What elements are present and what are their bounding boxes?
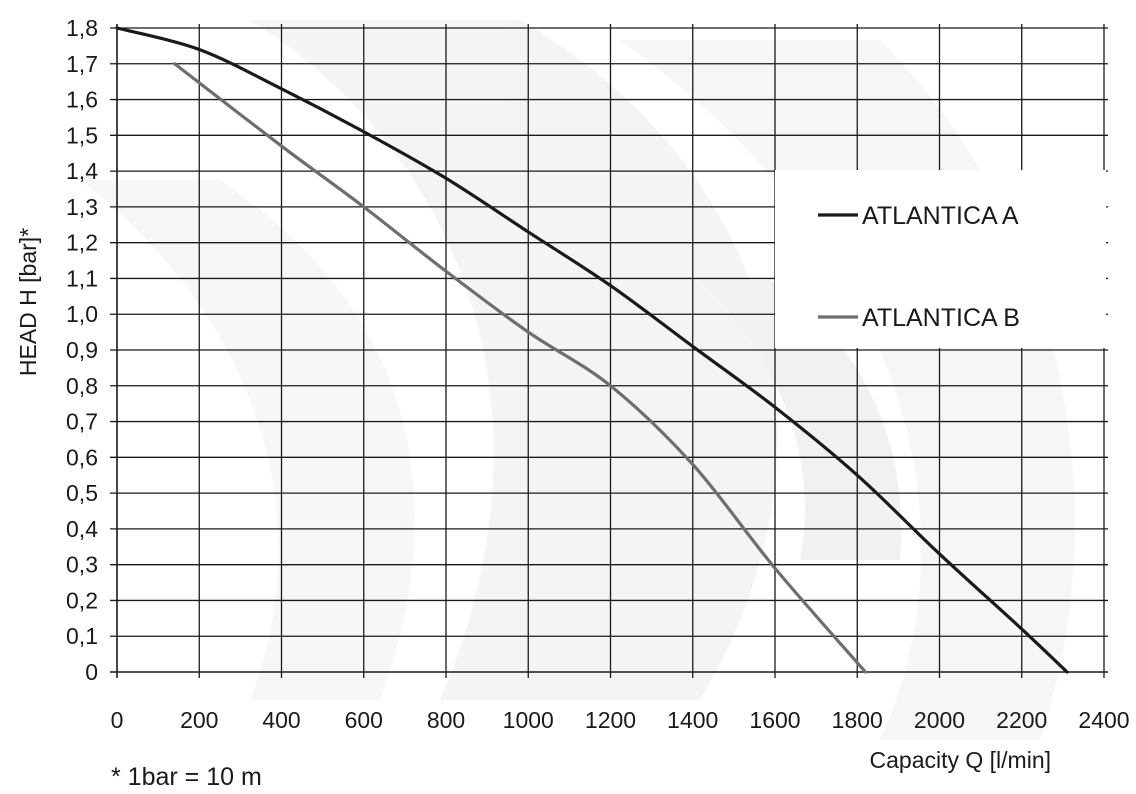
y-tick-label: 1,6	[66, 87, 98, 113]
y-tick-label: 0	[85, 659, 98, 685]
y-tick-label: 0,9	[66, 337, 98, 363]
y-tick-label: 1,5	[66, 122, 98, 148]
y-tick-label: 1,1	[66, 265, 98, 291]
y-tick-label: 1,7	[66, 51, 98, 77]
x-tick-label: 400	[262, 707, 300, 733]
x-tick-label: 1200	[585, 707, 636, 733]
x-tick-label: 2000	[914, 707, 965, 733]
series-lines	[115, 26, 1069, 674]
legend-label-atlantica-b: ATLANTICA B	[862, 304, 1020, 332]
legend-label-atlantica-a: ATLANTICA A	[862, 202, 1019, 230]
y-tick-label: 1,8	[66, 15, 98, 41]
y-tick-label: 0,4	[66, 516, 98, 542]
grid-lines	[110, 24, 1108, 678]
series-line-atlantica-a	[115, 26, 1069, 674]
x-tick-label: 1800	[832, 707, 883, 733]
x-axis-title: Capacity Q [l/min]	[870, 747, 1052, 773]
legend: ATLANTICA A ATLANTICA B	[775, 170, 1106, 348]
y-tick-label: 0,1	[66, 623, 98, 649]
y-tick-label: 1,2	[66, 230, 98, 256]
x-tick-label: 1400	[667, 707, 718, 733]
y-tick-label: 1,0	[66, 301, 98, 327]
y-axis-title: HEAD H [bar]*	[15, 228, 41, 376]
x-tick-label: 1600	[749, 707, 800, 733]
x-tick-label: 2400	[1078, 707, 1129, 733]
background-watermark	[80, 20, 1075, 740]
x-tick-label: 2200	[996, 707, 1047, 733]
x-tick-label: 800	[427, 707, 465, 733]
x-axis-tick-labels: 0 200 400 600 800 1000 1200 1400 1600 1800 2000 220…	[111, 707, 1130, 733]
y-tick-label: 0,3	[66, 552, 98, 578]
series-line-atlantica-b	[172, 62, 868, 674]
y-tick-label: 0,6	[66, 444, 98, 470]
y-tick-label: 0,5	[66, 480, 98, 506]
y-axis-tick-labels: 0 0,1 0,2 0,3 0,4 0,5 0,6 0,7 0,8 0,9 1,0 1,1 1,2 1,3…	[66, 15, 98, 685]
x-tick-label: 600	[345, 707, 383, 733]
y-tick-label: 0,2	[66, 587, 98, 613]
x-tick-label: 0	[111, 707, 124, 733]
y-tick-label: 1,4	[66, 158, 98, 184]
x-tick-label: 1000	[503, 707, 554, 733]
y-tick-label: 1,3	[66, 194, 98, 220]
y-tick-label: 0,8	[66, 373, 98, 399]
y-tick-label: 0,7	[66, 409, 98, 435]
footnote: * 1bar = 10 m	[111, 763, 262, 791]
x-tick-label: 200	[180, 707, 218, 733]
